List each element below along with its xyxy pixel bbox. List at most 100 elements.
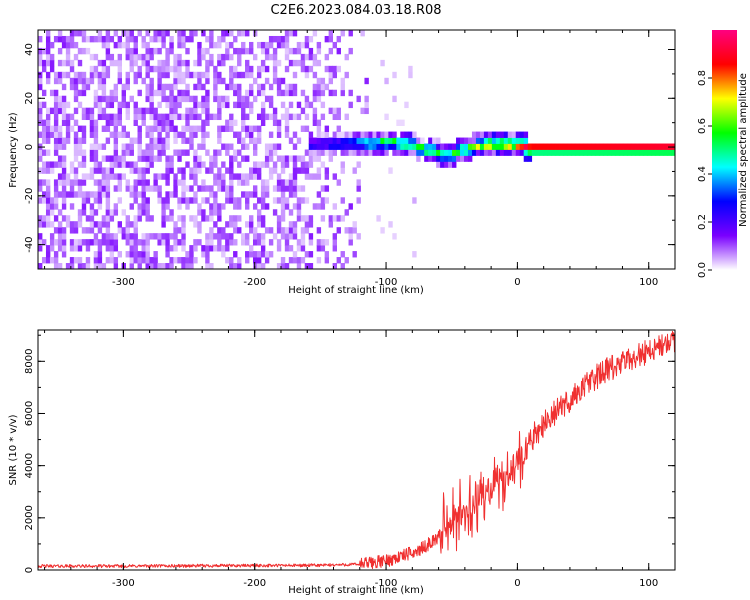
heatmap-cell xyxy=(523,143,529,150)
heatmap-cell xyxy=(77,185,83,192)
heatmap-cell xyxy=(332,203,337,210)
heatmap-cell xyxy=(165,137,170,144)
heatmap-cell xyxy=(89,107,95,115)
heatmap-cell xyxy=(284,47,290,55)
heatmap-cell xyxy=(245,191,250,198)
heatmap-cell xyxy=(312,173,318,180)
heatmap-cell xyxy=(332,233,337,240)
heatmap-cell xyxy=(145,263,150,270)
heatmap-cell xyxy=(81,131,87,138)
heatmap-cell xyxy=(181,89,186,97)
heatmap-cell xyxy=(217,185,222,192)
heatmap-cell xyxy=(45,245,51,252)
heatmap-cell xyxy=(284,197,290,204)
heatmap-cell xyxy=(169,161,174,168)
heatmap-cell xyxy=(129,59,134,67)
heatmap-cell xyxy=(45,149,51,156)
heatmap-cell xyxy=(61,107,67,115)
heatmap-cell xyxy=(519,149,525,156)
heatmap-cell xyxy=(205,35,210,43)
heatmap-cell xyxy=(177,113,182,121)
heatmap-cell xyxy=(249,125,254,132)
heatmap-cell xyxy=(65,173,71,180)
heatmap-cell xyxy=(101,185,107,192)
heatmap-cell xyxy=(125,227,130,234)
heatmap-cell xyxy=(296,41,302,49)
heatmap-cell xyxy=(252,137,258,144)
heatmap-cell xyxy=(280,185,286,192)
heatmap-cell xyxy=(65,59,71,67)
heatmap-cell xyxy=(276,77,282,85)
heatmap-cell xyxy=(89,227,95,234)
heatmap-cell xyxy=(165,173,170,180)
heatmap-cell xyxy=(149,185,154,192)
heatmap-cell xyxy=(507,143,513,150)
heatmap-cell xyxy=(448,149,453,156)
heatmap-cell xyxy=(117,77,123,85)
colorbar-tick-label: 0.2 xyxy=(697,214,708,230)
heatmap-cell xyxy=(149,83,154,91)
heatmap-cell xyxy=(213,209,218,216)
heatmap-cell xyxy=(436,143,441,150)
heatmap-cell xyxy=(412,143,417,150)
heatmap-cell xyxy=(125,53,130,61)
heatmap-cell xyxy=(527,155,533,162)
heatmap-cell xyxy=(173,131,178,138)
heatmap-cell xyxy=(256,131,262,138)
heatmap-cell xyxy=(105,245,111,252)
heatmap-cell xyxy=(316,239,322,246)
heatmap-cell xyxy=(197,83,202,91)
heatmap-cell xyxy=(272,161,278,168)
heatmap-cell xyxy=(185,89,190,97)
heatmap-cell xyxy=(511,143,517,150)
heatmap-cell xyxy=(201,215,206,222)
heatmap-cell xyxy=(249,173,254,180)
heatmap-cell xyxy=(308,221,314,228)
heatmap-cell xyxy=(209,233,214,240)
heatmap-cell xyxy=(201,251,206,258)
heatmap-cell xyxy=(340,167,345,174)
heatmap-cell xyxy=(57,71,63,79)
heatmap-cell xyxy=(177,179,182,186)
heatmap-cell xyxy=(145,59,150,67)
heatmap-cell xyxy=(153,47,158,55)
heatmap-cell xyxy=(296,185,302,192)
heatmap-cell xyxy=(280,179,286,186)
heatmap-cell xyxy=(169,83,174,91)
heatmap-cell xyxy=(249,131,254,138)
heatmap-cell xyxy=(133,137,138,144)
heatmap-cell xyxy=(189,71,194,79)
heatmap-cell xyxy=(57,131,63,138)
heatmap-cell xyxy=(45,257,51,264)
heatmap-cell xyxy=(101,125,107,132)
heatmap-cell xyxy=(320,185,326,192)
heatmap-cell xyxy=(284,185,290,192)
heatmap-cell xyxy=(89,131,95,138)
heatmap-cell xyxy=(101,233,107,240)
heatmap-cell xyxy=(280,233,286,240)
spectrogram-x-tick-label: -200 xyxy=(243,277,266,288)
heatmap-cell xyxy=(268,239,274,246)
heatmap-cell xyxy=(157,191,162,198)
heatmap-cell xyxy=(304,149,310,156)
heatmap-cell xyxy=(53,131,59,138)
heatmap-cell xyxy=(384,77,389,85)
heatmap-cell xyxy=(101,263,107,270)
heatmap-cell xyxy=(57,143,63,150)
heatmap-cell xyxy=(61,185,67,192)
heatmap-cell xyxy=(209,263,214,270)
heatmap-cell xyxy=(340,143,345,150)
heatmap-cell xyxy=(356,197,361,204)
heatmap-cell xyxy=(129,185,134,192)
heatmap-cell xyxy=(308,215,314,222)
heatmap-cell xyxy=(49,131,55,138)
heatmap-cell xyxy=(109,161,115,168)
heatmap-cell xyxy=(221,77,226,85)
heatmap-cell xyxy=(65,191,71,198)
heatmap-cell xyxy=(141,233,146,240)
heatmap-cell xyxy=(213,71,218,79)
heatmap-cell xyxy=(185,107,190,115)
heatmap-cell xyxy=(201,47,206,55)
heatmap-cell xyxy=(288,59,294,67)
